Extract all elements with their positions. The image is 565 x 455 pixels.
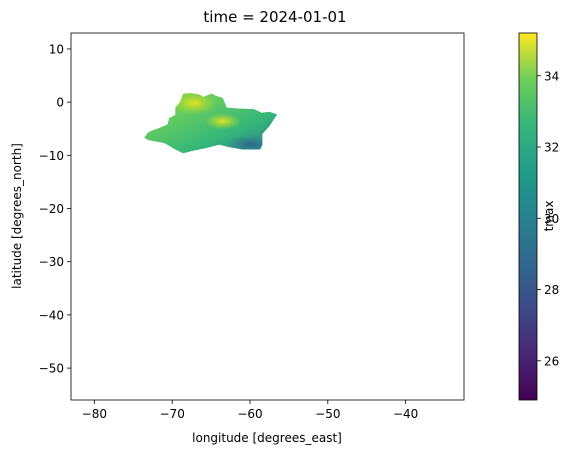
heatmap-coolspot-southeast <box>225 134 275 154</box>
colorbar-gradient <box>518 32 538 401</box>
colorbar-tick-label: 26 <box>544 354 559 368</box>
x-axis: −80 −70 −60 −50 −40 <box>82 400 418 421</box>
x-tick-label: −80 <box>82 407 107 421</box>
heatmap-area <box>144 93 278 154</box>
colorbar-ticks: 26 28 30 32 34 <box>537 69 559 368</box>
y-tick-label: −30 <box>39 255 64 269</box>
y-tick-label: 0 <box>56 96 64 110</box>
y-tick-label: −20 <box>39 202 64 216</box>
heatmap-hotspot-central <box>204 112 242 130</box>
heatmap-hotspot-north <box>170 93 218 115</box>
y-tick-label: −50 <box>39 362 64 376</box>
x-tick-label: −50 <box>315 407 340 421</box>
x-tick-label: −40 <box>393 407 418 421</box>
colorbar-tick-label: 34 <box>544 69 559 83</box>
chart-title: time = 2024-01-01 <box>203 8 346 26</box>
plot-frame <box>70 32 465 401</box>
y-tick-label: 10 <box>49 42 64 56</box>
colorbar: 26 28 30 32 34 tmax <box>518 32 559 401</box>
x-tick-label: −70 <box>160 407 185 421</box>
y-axis-label: latitude [degrees_north] <box>10 143 24 289</box>
colorbar-tick-label: 28 <box>544 283 559 297</box>
y-tick-label: −40 <box>39 308 64 322</box>
colorbar-tick-label: 30 <box>544 212 559 226</box>
colorbar-tick-label: 32 <box>544 141 559 155</box>
x-axis-label: longitude [degrees_east] <box>192 431 342 445</box>
y-tick-label: −10 <box>39 149 64 163</box>
x-tick-label: −60 <box>237 407 262 421</box>
y-axis: 10 0 −10 −20 −30 −40 −50 <box>39 42 71 376</box>
colorbar-label: tmax <box>542 201 556 232</box>
